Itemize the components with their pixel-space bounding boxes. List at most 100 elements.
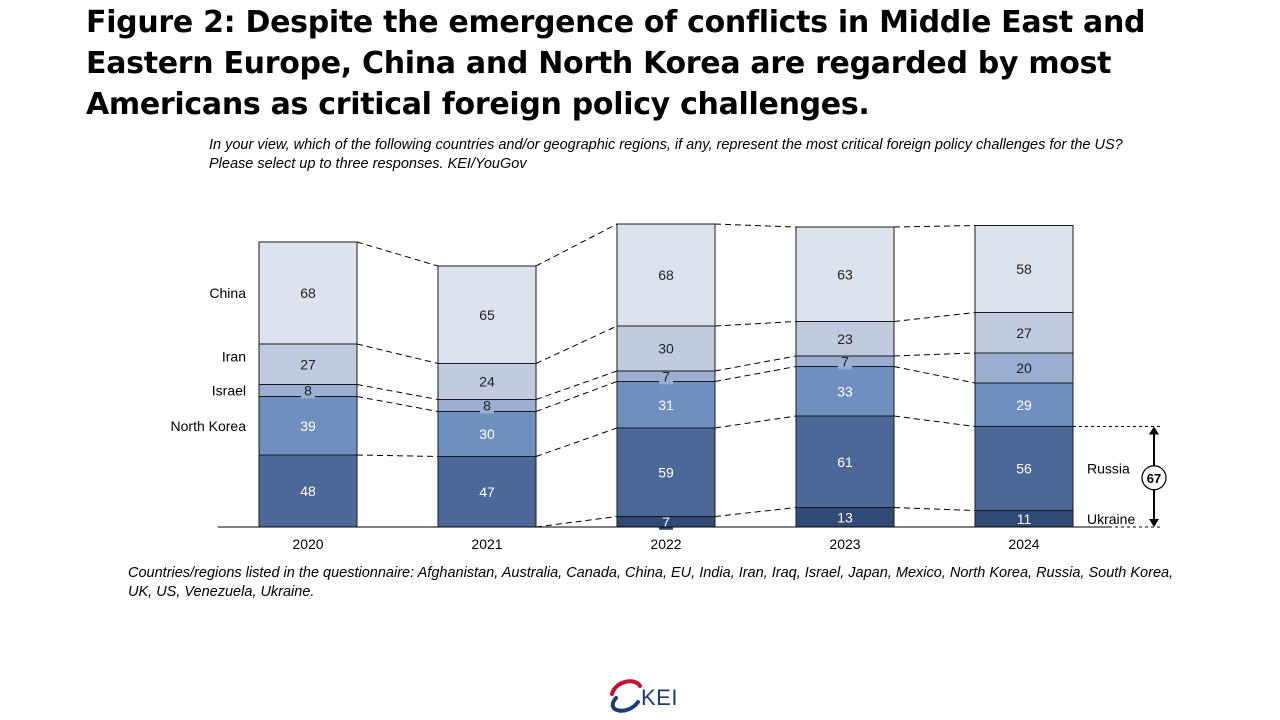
bar-segment-north-korea-2023 bbox=[795, 366, 895, 417]
connector-line bbox=[714, 366, 797, 382]
chart-title: Figure 2: Despite the emergence of confl… bbox=[86, 5, 1146, 122]
data-label: 48 bbox=[300, 483, 316, 499]
data-label: 8 bbox=[483, 398, 491, 414]
data-label-bg bbox=[659, 368, 673, 385]
bar-segment-china-2020 bbox=[258, 241, 358, 345]
bracket-total-badge bbox=[1141, 465, 1167, 491]
data-label: 24 bbox=[479, 374, 495, 390]
bar-segment-israel-2024 bbox=[974, 352, 1074, 384]
bars-group: 4839827684730824657593173068136133723631… bbox=[258, 223, 1074, 530]
data-label: 7 bbox=[662, 514, 670, 530]
bar-segment-china-2021 bbox=[437, 265, 537, 364]
data-label: 8 bbox=[304, 383, 312, 399]
legend-label-ukraine: Ukraine bbox=[1087, 511, 1135, 527]
data-label: 58 bbox=[1016, 261, 1032, 277]
data-label: 68 bbox=[300, 285, 316, 301]
connector-line bbox=[714, 321, 797, 327]
logo-text: KEI bbox=[641, 685, 678, 710]
data-label: 47 bbox=[479, 484, 495, 500]
bar-segment-iran-2023 bbox=[795, 321, 895, 357]
x-tick-label-2020: 2020 bbox=[292, 536, 323, 552]
russia-ukraine-bracket: 67 bbox=[1073, 426, 1167, 528]
data-label: 7 bbox=[662, 368, 670, 384]
x-tick-label-2024: 2024 bbox=[1008, 536, 1039, 552]
bar-segment-china-2024 bbox=[974, 225, 1074, 313]
bar-segment-russia-2022 bbox=[616, 427, 716, 517]
connector-line bbox=[535, 325, 618, 364]
data-label: 63 bbox=[837, 266, 853, 282]
bar-segment-iran-2020 bbox=[258, 343, 358, 385]
data-label: 68 bbox=[658, 267, 674, 283]
data-label: 33 bbox=[837, 383, 853, 399]
data-label-bg bbox=[659, 513, 673, 530]
connector-line bbox=[893, 415, 976, 427]
connector-line bbox=[714, 223, 797, 228]
connector-line bbox=[893, 312, 976, 322]
bar-segment-north-korea-2022 bbox=[616, 381, 716, 429]
connector-line bbox=[535, 381, 618, 412]
bar-stack-2023: 13 61 33 7 23 63 bbox=[795, 226, 895, 528]
connector-line bbox=[714, 415, 797, 429]
connector-line bbox=[893, 366, 976, 384]
legend-label-israel: Israel bbox=[212, 383, 246, 399]
bar-segment-russia-2023 bbox=[795, 415, 895, 508]
bar-segment-north-korea-2021 bbox=[437, 411, 537, 457]
data-label: 27 bbox=[300, 356, 316, 372]
connector-line bbox=[535, 427, 618, 457]
x-tick-label-2023: 2023 bbox=[829, 536, 860, 552]
data-label: 23 bbox=[837, 331, 853, 347]
data-label: 20 bbox=[1016, 360, 1032, 376]
data-label: 29 bbox=[1016, 397, 1032, 413]
legend-label-china: China bbox=[209, 285, 246, 301]
data-label: 39 bbox=[300, 418, 316, 434]
data-label: 30 bbox=[658, 341, 674, 357]
connector-line bbox=[356, 384, 439, 400]
data-label: 30 bbox=[479, 426, 495, 442]
connector-line bbox=[893, 352, 976, 357]
bar-segment-china-2023 bbox=[795, 226, 895, 322]
bar-segment-russia-2024 bbox=[974, 426, 1074, 511]
data-label: 65 bbox=[479, 307, 495, 323]
bar-stack-2020: 48 39 8 27 68 bbox=[258, 241, 358, 528]
data-label: 59 bbox=[658, 464, 674, 480]
data-label: 27 bbox=[1016, 325, 1032, 341]
chart-subtitle: In your view, which of the following cou… bbox=[209, 137, 1123, 172]
connector-line bbox=[356, 454, 439, 457]
bar-segment-iran-2024 bbox=[974, 312, 1074, 354]
connector-line bbox=[535, 516, 618, 528]
bar-segment-north-korea-2024 bbox=[974, 382, 1074, 427]
bar-segment-china-2022 bbox=[616, 223, 716, 327]
connector-line bbox=[714, 507, 797, 517]
bar-segment-iran-2021 bbox=[437, 363, 537, 400]
kei-logo-icon bbox=[610, 679, 642, 713]
connector-line bbox=[893, 225, 976, 228]
data-label: 56 bbox=[1016, 461, 1032, 477]
data-label-bg bbox=[480, 397, 494, 414]
legend-label-russia: Russia bbox=[1087, 461, 1130, 477]
x-tick-label-2022: 2022 bbox=[650, 536, 681, 552]
data-label: 13 bbox=[837, 509, 853, 525]
legend-label-iran: Iran bbox=[222, 348, 246, 364]
legend-label-north-korea: North Korea bbox=[171, 418, 247, 434]
x-tick-labels: 2020 2021 2022 2023 2024 bbox=[292, 536, 1039, 552]
data-label: 61 bbox=[837, 454, 853, 470]
data-label: 7 bbox=[841, 353, 849, 369]
bracket-arrow-up-icon bbox=[1149, 426, 1159, 435]
connector-line bbox=[356, 343, 439, 364]
data-label: 11 bbox=[1017, 511, 1032, 527]
connector-line bbox=[356, 241, 439, 267]
connector-line bbox=[535, 223, 618, 267]
data-label: 31 bbox=[658, 397, 674, 413]
data-label-bg bbox=[301, 382, 315, 399]
bar-stack-2021: 47 30 8 24 65 bbox=[437, 265, 537, 528]
bar-segment-north-korea-2020 bbox=[258, 454, 358, 528]
bar-segment-north-korea-2020 bbox=[258, 396, 358, 456]
bracket-total-label: 67 bbox=[1147, 471, 1161, 486]
right-legend: Russia Ukraine bbox=[1087, 461, 1135, 527]
x-tick-label-2021: 2021 bbox=[471, 536, 502, 552]
bar-segment-iran-2022 bbox=[616, 325, 716, 372]
connector-line bbox=[714, 355, 797, 372]
connector-line bbox=[535, 370, 618, 400]
bar-stack-2022: 7 59 31 7 30 68 bbox=[616, 223, 716, 530]
